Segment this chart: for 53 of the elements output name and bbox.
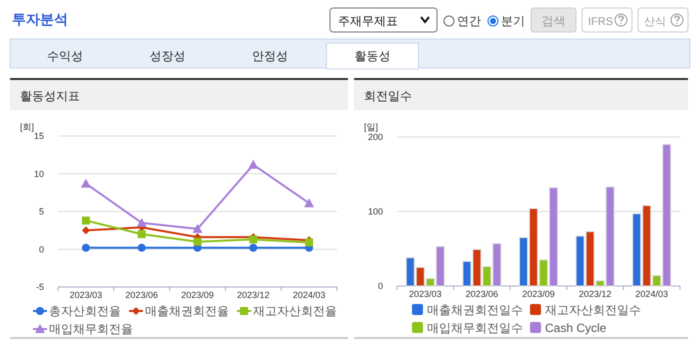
x-tick-label: 2023/06 xyxy=(125,290,158,300)
legend-label: 매출채권회전일수 xyxy=(427,303,523,317)
point xyxy=(192,224,202,233)
text: 주재무제표 xyxy=(338,14,398,28)
point xyxy=(82,244,90,252)
point xyxy=(82,226,90,234)
point xyxy=(194,238,202,246)
point xyxy=(82,216,90,225)
x-tick-label: 2023/09 xyxy=(181,290,214,300)
x-tick-label: 2024/03 xyxy=(292,290,326,300)
text: IFRS xyxy=(588,16,614,28)
point xyxy=(248,160,258,169)
y-axis-title: [일] xyxy=(364,122,378,132)
x-tick-label: 2023/06 xyxy=(466,289,498,299)
point xyxy=(136,218,147,227)
chart-title: 활동성지표 xyxy=(20,89,80,103)
x-tick-label: 2023/12 xyxy=(237,290,270,300)
text: 투자분석 xyxy=(12,11,68,27)
y-tick-label: 5 xyxy=(38,206,44,216)
text: 수익성 xyxy=(47,49,83,63)
legend-label: 매입채무회전율 xyxy=(49,322,133,336)
point xyxy=(249,244,258,252)
legend-label: 매입채무회전일수 xyxy=(427,321,523,335)
text: 검색 xyxy=(542,14,566,28)
y-tick-label: 200 xyxy=(368,132,383,142)
x-tick-label: 2023/09 xyxy=(522,289,555,299)
text: 분기 xyxy=(501,14,525,28)
y-tick-label: 15 xyxy=(34,131,44,141)
legend-label: 재고자산회전율 xyxy=(253,304,337,318)
chart-title: 회전일수 xyxy=(364,89,412,103)
y-tick-label: 100 xyxy=(368,206,383,216)
point xyxy=(138,230,146,238)
legend-label: 총자산회전율 xyxy=(49,304,121,318)
x-tick-label: 2023/12 xyxy=(578,289,612,299)
text: 성장성 xyxy=(150,49,186,63)
x-tick-label: 2024/03 xyxy=(635,289,668,299)
text: 활동성 xyxy=(354,49,390,63)
point xyxy=(80,178,91,188)
point xyxy=(304,198,314,208)
x-tick-label: 2023/03 xyxy=(409,289,442,299)
text: 산식 xyxy=(644,16,666,28)
x-tick-label: 2023/03 xyxy=(70,290,102,300)
legend-label: Cash Cycle xyxy=(545,321,607,335)
y-tick-label: 0 xyxy=(38,244,44,254)
legend-label: 재고자산회전일수 xyxy=(545,303,641,317)
legend-label: 매출채권회전율 xyxy=(145,304,229,318)
y-tick-label: 10 xyxy=(34,168,44,179)
point xyxy=(138,244,146,252)
y-tick-label: -5 xyxy=(36,282,44,292)
y-axis-title: [회] xyxy=(20,122,34,132)
text: 연간 xyxy=(457,14,481,28)
text: 안정성 xyxy=(252,49,288,63)
y-tick-label: 0 xyxy=(378,281,383,291)
